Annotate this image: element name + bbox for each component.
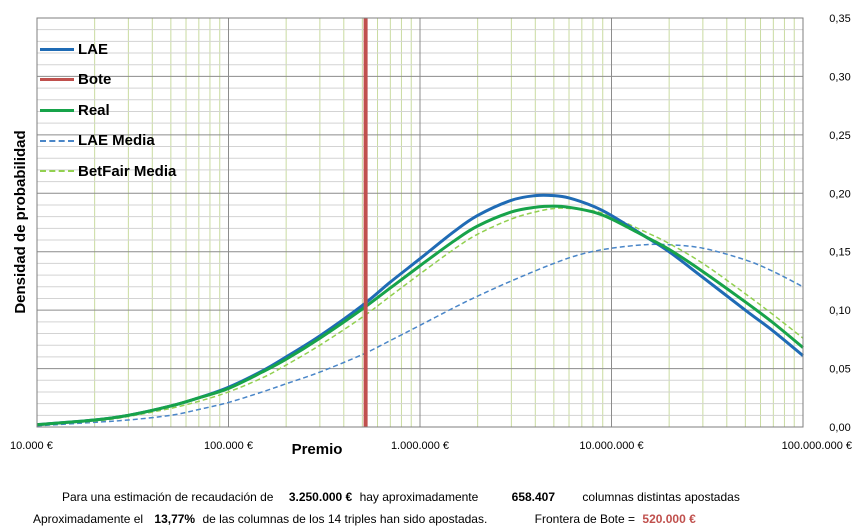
legend-swatch — [40, 47, 74, 51]
footer-line-1: Para una estimación de recaudación de 3.… — [62, 490, 740, 504]
y-tick-label: 0,05 — [829, 364, 850, 376]
x-tick-label: 10.000.000 € — [579, 440, 643, 452]
distinct-columns-value: 658.407 — [511, 490, 556, 504]
legend-item: Real — [40, 95, 176, 126]
x-tick-label: 1.000.000 € — [391, 440, 449, 452]
series-real — [36, 204, 804, 427]
legend-item: Bote — [40, 65, 176, 96]
footer-text: columnas distintas apostadas — [582, 490, 740, 504]
y-axis-ticks: 0,00 0,05 0,10 0,15 0,20 0,25 0,30 0,35 — [829, 13, 850, 434]
legend-label: Real — [78, 101, 110, 119]
footer-line-2: Aproximadamente el 13,77% de las columna… — [33, 512, 696, 526]
y-axis-label: Densidad de probabilidad — [12, 130, 29, 313]
footer-text: Frontera de Bote = — [534, 512, 636, 526]
footer-text: hay aproximadamente — [359, 490, 479, 504]
legend-label: Bote — [78, 71, 112, 89]
legend: LAE Bote Real LAE Media BetFair Media — [40, 34, 176, 187]
percentage-value: 13,77% — [154, 512, 196, 526]
y-tick-label: 0,20 — [829, 188, 850, 200]
legend-swatch — [40, 139, 74, 142]
legend-swatch — [40, 170, 74, 173]
legend-label: BetFair Media — [78, 162, 177, 180]
plot-frame — [36, 17, 804, 428]
legend-label: LAE Media — [78, 132, 155, 150]
estimated-revenue-value: 3.250.000 € — [288, 490, 353, 504]
y-tick-label: 0,25 — [829, 130, 850, 142]
legend-label: LAE — [78, 40, 108, 58]
y-tick-label: 0,10 — [829, 305, 850, 317]
x-axis-ticks: 10.000 € 100.000 € 1.000.000 € 10.000.000 €… — [10, 440, 852, 452]
x-tick-label: 100.000 € — [204, 440, 253, 452]
y-tick-label: 0,30 — [829, 71, 850, 83]
series-layer — [36, 18, 804, 427]
x-tick-label: 100.000.000 € — [782, 440, 852, 452]
footer-text: Aproximadamente el — [33, 512, 144, 526]
y-tick-label: 0,15 — [829, 247, 850, 259]
y-tick-label: 0,00 — [829, 422, 850, 434]
legend-item: LAE — [40, 34, 176, 65]
legend-swatch — [40, 78, 74, 82]
legend-item: LAE Media — [40, 126, 176, 157]
x-tick-label: 10.000 € — [10, 440, 53, 452]
footer-text: Para una estimación de recaudación de — [62, 490, 274, 504]
x-axis-label: Premio — [292, 441, 343, 458]
series-betfair-media — [36, 207, 804, 426]
y-tick-label: 0,35 — [829, 13, 850, 25]
jackpot-frontier-value: 520.000 € — [642, 512, 696, 526]
footer-text: de las columnas de los 14 triples han si… — [202, 512, 488, 526]
legend-item: BetFair Media — [40, 156, 176, 187]
legend-swatch — [40, 108, 74, 112]
